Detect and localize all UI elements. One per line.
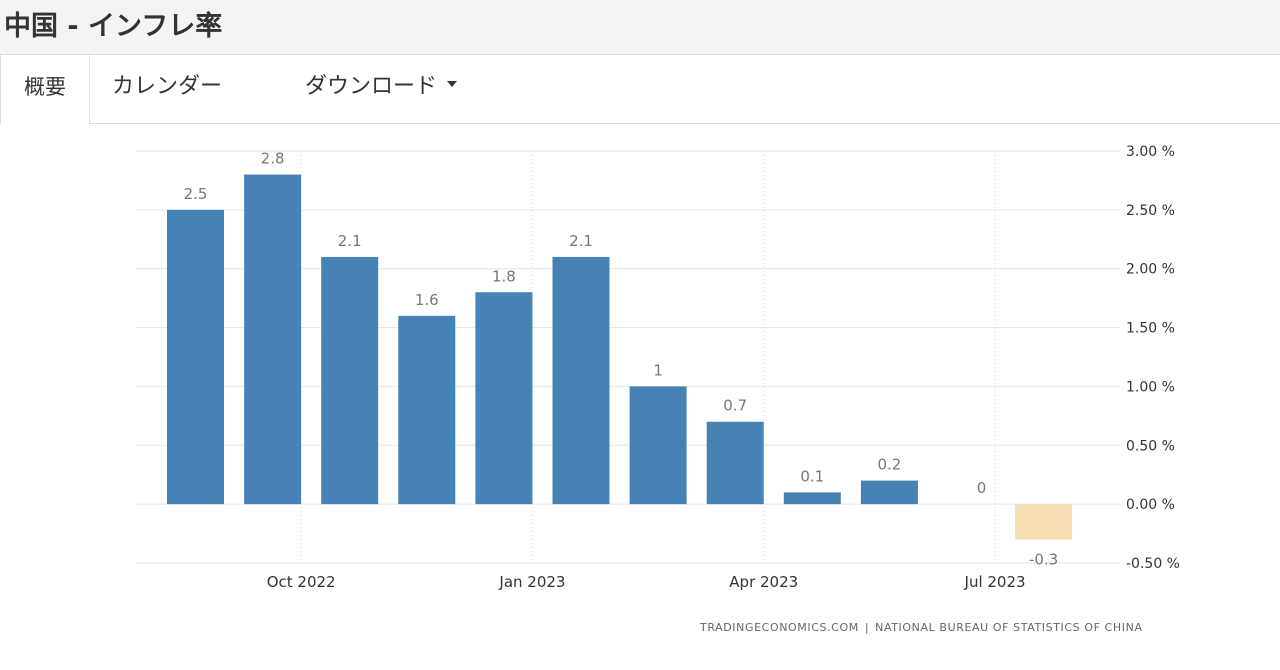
bar[interactable] <box>398 315 456 505</box>
tab-bar: 概要 カレンダー ダウンロード <box>0 55 1280 124</box>
x-tick-label: Apr 2023 <box>729 573 798 591</box>
y-tick-label: -0.50 % <box>1126 556 1180 572</box>
source-separator: | <box>864 621 870 634</box>
tab-download-label: ダウンロード <box>305 74 438 99</box>
axis-layer: 3.00 % 2.50 % 2.00 % 1.50 % 1.00 % 0.50 % 0.00… <box>267 144 1180 591</box>
bar-value-label: 2.1 <box>338 232 362 250</box>
bar-value-label: 1.8 <box>492 267 516 285</box>
bar-value-label: 1 <box>653 361 663 379</box>
source-note: TRADINGECONOMICS.COM | NATIONAL BUREAU OF … <box>700 621 1143 634</box>
bar-value-label: 0.1 <box>800 467 824 485</box>
bar[interactable] <box>860 480 918 505</box>
x-tick-label: Oct 2022 <box>267 573 336 591</box>
bar[interactable] <box>321 256 379 505</box>
bar[interactable] <box>783 492 841 505</box>
x-tick-label: Jul 2023 <box>964 573 1026 591</box>
bar[interactable] <box>552 256 610 505</box>
bar[interactable] <box>1015 504 1073 540</box>
bar-value-label: 1.6 <box>415 291 439 309</box>
y-tick-label: 1.50 % <box>1126 321 1175 337</box>
title-bar: 中国 - インフレ率 <box>0 0 1280 55</box>
x-tick-label: Jan 2023 <box>498 573 565 591</box>
bar-value-label: 0.7 <box>723 397 747 415</box>
tab-download[interactable]: ダウンロード <box>305 55 458 123</box>
bar[interactable] <box>629 386 687 505</box>
y-tick-label: 0.50 % <box>1126 438 1175 454</box>
tab-overview[interactable]: 概要 <box>0 55 90 124</box>
bar-value-label: -0.3 <box>1029 550 1058 568</box>
tab-calendar-label: カレンダー <box>112 74 223 99</box>
caret-down-icon <box>447 81 458 87</box>
bar[interactable] <box>244 174 302 505</box>
page-title: 中国 - インフレ率 <box>4 11 223 42</box>
source-site: TRADINGECONOMICS.COM <box>700 621 859 634</box>
bar-value-label: 2.1 <box>569 232 593 250</box>
inflation-bar-chart: 2.5 2.8 2.1 1.6 1.8 2.1 1 0.7 0.1 0.2 0 -0.3 3.00 %… <box>135 144 1180 591</box>
y-tick-label: 2.50 % <box>1126 203 1175 219</box>
bar-value-label: 2.8 <box>261 150 285 168</box>
bar[interactable] <box>475 292 533 505</box>
y-tick-label: 3.00 % <box>1126 144 1175 160</box>
bar[interactable] <box>706 421 764 505</box>
bar-layer <box>167 174 1073 540</box>
tab-overview-label: 概要 <box>24 75 66 99</box>
y-tick-label: 0.00 % <box>1126 497 1175 513</box>
bar[interactable] <box>167 209 224 505</box>
label-layer: 2.5 2.8 2.1 1.6 1.8 2.1 1 0.7 0.1 0.2 0 -0.3 <box>184 150 1059 569</box>
y-tick-label: 2.00 % <box>1126 262 1175 278</box>
source-agency: NATIONAL BUREAU OF STATISTICS OF CHINA <box>875 621 1143 634</box>
bar-value-label: 0.2 <box>877 456 901 474</box>
bar-value-label: 0 <box>977 479 987 497</box>
y-tick-label: 1.00 % <box>1126 379 1175 395</box>
bar-value-label: 2.5 <box>184 185 208 203</box>
tab-calendar[interactable]: カレンダー <box>112 55 222 123</box>
